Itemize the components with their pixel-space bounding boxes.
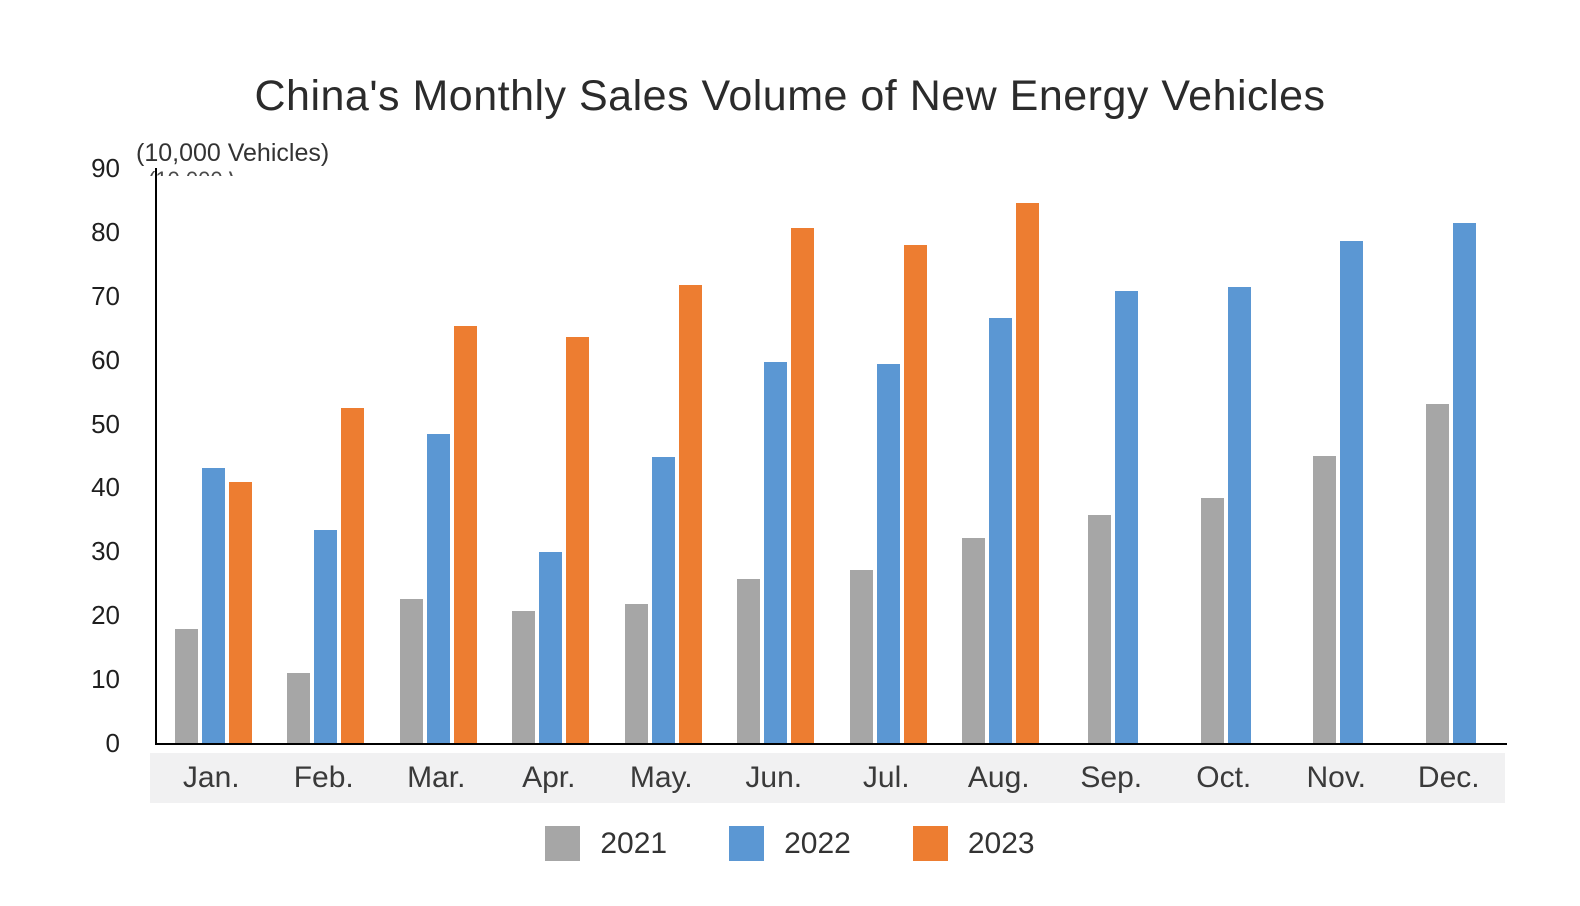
y-tick-label-50: 50 [91, 408, 120, 439]
bar-2022-may [651, 457, 675, 743]
y-tick-label-90: 90 [91, 153, 120, 183]
bar-2022-mar [426, 433, 450, 743]
legend-swatch-2023 [912, 826, 948, 861]
bar-2021-jun [737, 579, 761, 743]
chart-title: China's Monthly Sales Volume of New Ener… [254, 72, 1326, 120]
bar-2023-apr [566, 336, 590, 743]
x-tick-label-jul: Jul. [862, 761, 910, 794]
bar-2022-feb [314, 529, 338, 743]
bar-2023-may [678, 284, 702, 743]
legend-item-2022: 2022 [729, 826, 851, 861]
clipped-axis-unit-artifact: (10,000 Vehicles) [148, 169, 234, 176]
bar-2022-jun [764, 362, 788, 743]
bar-2021-oct [1200, 498, 1224, 743]
bar-2023-mar [453, 325, 477, 743]
bar-2023-jul [903, 244, 927, 743]
bar-2021-sep [1088, 514, 1112, 743]
legend-label-2021: 2021 [600, 826, 668, 860]
bar-2021-may [624, 604, 648, 743]
bar-2022-jul [876, 364, 900, 743]
bar-2021-dec [1425, 403, 1449, 743]
x-tick-label-oct: Oct. [1196, 761, 1252, 794]
x-tick-label-sep: Sep. [1080, 761, 1143, 794]
x-axis-label-band: Jan. Feb. Mar. Apr. May. Jun. Jul. Aug. Sep. Oct.… [150, 753, 1505, 803]
chart-legend: 2021 2022 2023 [0, 826, 1580, 861]
bar-2023-aug [1016, 202, 1040, 743]
x-tick-label-dec: Dec. [1417, 761, 1480, 794]
y-tick-label-40: 40 [91, 472, 120, 503]
x-tick-label-jan: Jan. [182, 761, 240, 794]
legend-label-2023: 2023 [967, 826, 1035, 860]
bar-2022-dec [1452, 222, 1476, 743]
legend-swatch-2022 [729, 826, 765, 861]
bar-2021-aug [962, 537, 986, 743]
y-tick-label-20: 20 [91, 600, 120, 631]
legend-item-2023: 2023 [912, 826, 1035, 861]
y-tick-label-0: 0 [105, 728, 120, 758]
legend-label-2022: 2022 [784, 826, 851, 860]
bar-2023-jun [791, 228, 815, 743]
bar-2022-jan [201, 467, 225, 743]
x-tick-label-may: May. [629, 761, 693, 794]
bar-2021-jul [849, 569, 873, 743]
x-tick-label-apr: Apr. [522, 761, 576, 794]
y-tick-label-30: 30 [91, 536, 120, 567]
bar-2021-mar [399, 598, 423, 743]
bar-2022-apr [539, 551, 563, 743]
bar-2021-feb [287, 672, 311, 743]
legend-item-2021: 2021 [545, 826, 667, 861]
x-tick-label-feb: Feb. [293, 761, 354, 794]
bar-2022-aug [989, 317, 1013, 743]
x-tick-label-aug: Aug. [967, 761, 1030, 794]
plot-area [155, 168, 1507, 745]
bar-2023-feb [341, 407, 365, 743]
y-axis-unit-label: (10,000 Vehicles) [136, 139, 330, 167]
x-tick-label-nov: Nov. [1306, 761, 1366, 794]
bar-2022-sep [1115, 290, 1139, 743]
bar-2021-nov [1313, 455, 1337, 743]
legend-swatch-2021 [545, 826, 581, 861]
y-tick-label-70: 70 [91, 280, 120, 311]
x-tick-label-jun: Jun. [745, 761, 803, 794]
y-tick-label-60: 60 [91, 344, 120, 375]
y-tick-label-10: 10 [91, 664, 120, 695]
bar-2021-apr [512, 611, 536, 743]
x-tick-label-mar: Mar. [407, 761, 466, 794]
y-tick-label-80: 80 [91, 216, 120, 247]
bar-2022-nov [1340, 240, 1364, 743]
bar-2023-jan [228, 482, 252, 743]
bar-2022-oct [1227, 286, 1251, 743]
bar-2021-jan [174, 628, 198, 743]
